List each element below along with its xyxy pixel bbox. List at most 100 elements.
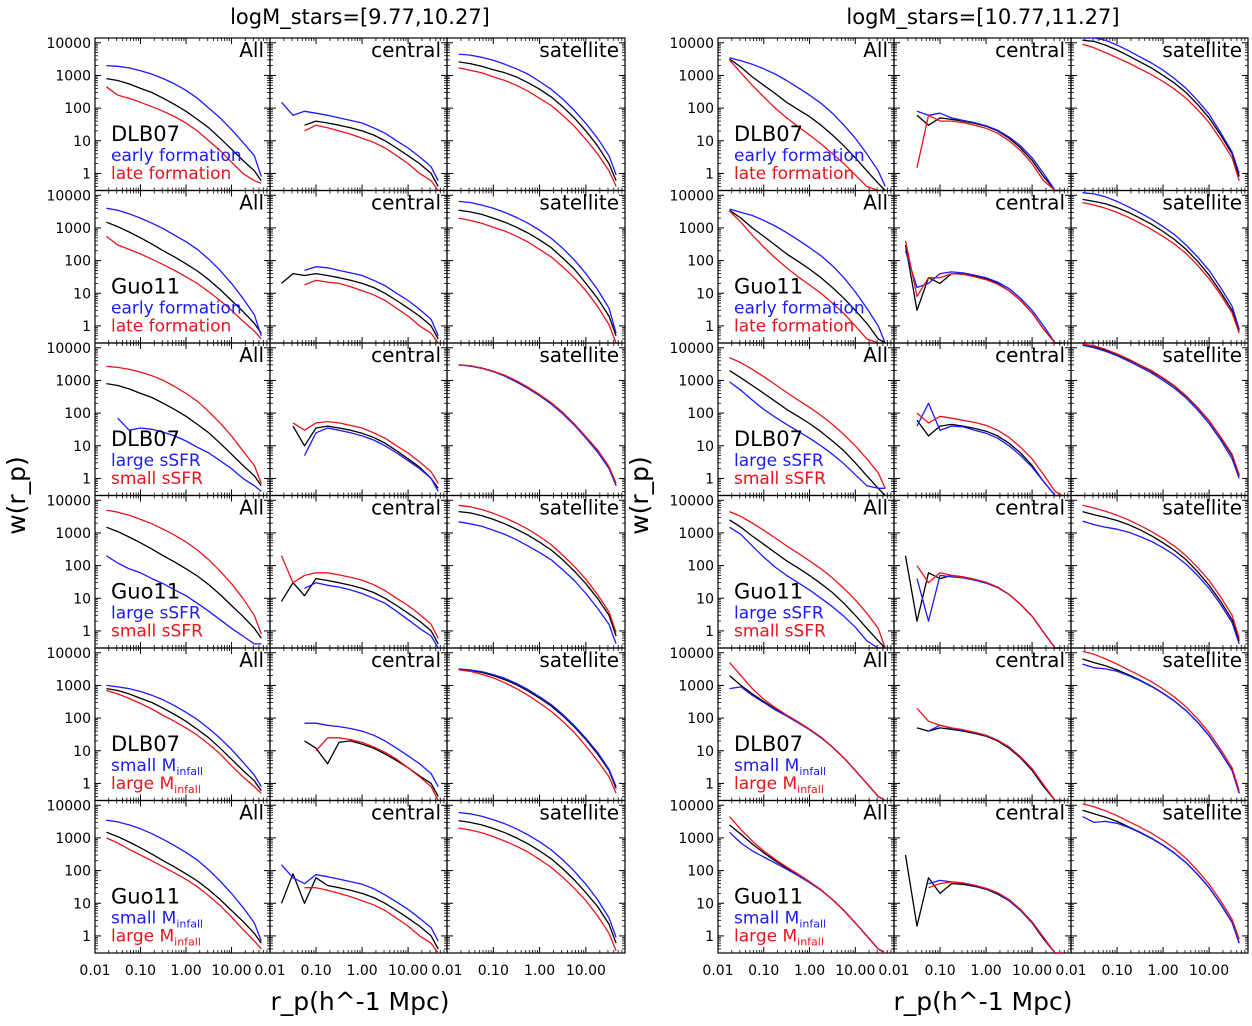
- x-tick-label: 0.01: [79, 963, 110, 979]
- series-line-blue: [458, 521, 617, 645]
- panel-label: satellite: [1162, 343, 1242, 367]
- panel-label: central: [371, 801, 441, 825]
- legend-model: DLB07: [111, 427, 180, 451]
- y-tick-label: 100: [687, 559, 714, 575]
- series-line-red: [458, 827, 617, 952]
- series-line-black: [106, 831, 262, 944]
- y-tick-label: 1: [82, 166, 91, 182]
- legend-model: Guo11: [734, 275, 803, 299]
- series-line-red: [106, 86, 262, 184]
- panel-label: satellite: [539, 38, 619, 62]
- series-line-black: [729, 519, 886, 649]
- series-line-black: [106, 687, 262, 792]
- panel-label: All: [239, 191, 264, 215]
- series-line-blue: [458, 53, 617, 176]
- series-line-blue: [303, 427, 439, 492]
- series-line-black: [458, 364, 617, 484]
- series-line-red: [304, 124, 439, 191]
- series-line-blue: [904, 250, 1063, 344]
- y-tick-label: 100: [687, 406, 714, 422]
- legend-blue: early formation: [734, 146, 865, 166]
- panel-satellite: satellite 0.01 0.10 1.00 10.00: [431, 799, 626, 979]
- series-line-red: [458, 669, 617, 794]
- y-tick-label: 1: [705, 624, 714, 640]
- legend-red: late formation: [734, 317, 854, 337]
- y-tick-label: 1: [82, 319, 91, 335]
- panel-satellite: satellite: [446, 189, 626, 344]
- panel-central: central 0.01 0.10 1.00 10.00: [254, 799, 448, 979]
- panel-satellite: satellite: [446, 494, 626, 649]
- panel-satellite: satellite: [446, 647, 626, 802]
- x-tick-label: 10.00: [566, 963, 606, 979]
- panel-satellite: satellite: [446, 37, 626, 192]
- series-line-red: [916, 412, 1063, 497]
- legend-red-sub: infall: [174, 783, 201, 796]
- series-line-blue: [458, 364, 617, 486]
- y-tick-label: 1: [705, 166, 714, 182]
- series-line-blue: [1082, 520, 1240, 645]
- panel-label: satellite: [539, 648, 619, 672]
- y-tick-label: 10000: [669, 36, 714, 52]
- legend-blue: early formation: [734, 299, 865, 319]
- y-tick-label: 100: [687, 254, 714, 270]
- series-line-black: [729, 58, 886, 191]
- y-tick-label: 10000: [46, 493, 91, 509]
- series-line-blue: [729, 57, 886, 187]
- x-axis-title: r_p(h^-1 Mpc): [270, 987, 449, 1016]
- series-line-blue: [1082, 192, 1240, 330]
- y-tick-label: 10: [73, 439, 91, 455]
- y-tick-label: 1: [82, 776, 91, 792]
- y-tick-label: 100: [64, 406, 91, 422]
- series-line-red: [729, 59, 886, 192]
- y-tick-label: 1000: [55, 831, 91, 847]
- y-tick-label: 10: [696, 591, 714, 607]
- series-line-red: [729, 511, 886, 649]
- legend-blue: large sSFR: [734, 451, 824, 471]
- y-tick-label: 1: [82, 624, 91, 640]
- series-line-black: [458, 209, 617, 337]
- series-line-blue: [304, 266, 439, 337]
- y-tick-label: 10000: [46, 798, 91, 814]
- y-tick-label: 1000: [55, 526, 91, 542]
- panel-label: central: [371, 648, 441, 672]
- x-tick-label: 0.01: [431, 963, 462, 979]
- series-line-blue: [1082, 37, 1240, 174]
- series-line-red: [106, 365, 262, 484]
- series-line-black: [292, 425, 439, 489]
- panel-label: satellite: [1162, 496, 1242, 520]
- series-line-blue: [916, 402, 1063, 497]
- series-line-blue: [729, 208, 886, 344]
- y-tick-label: 10000: [46, 36, 91, 52]
- legend-model: Guo11: [111, 580, 180, 604]
- panel-central: central: [893, 189, 1072, 344]
- legend-model: DLB07: [111, 122, 180, 146]
- series-line-red: [304, 887, 439, 954]
- y-tick-label: 1000: [55, 373, 91, 389]
- series-line-black: [280, 577, 439, 645]
- y-tick-label: 10000: [46, 646, 91, 662]
- series-line-black: [280, 873, 439, 950]
- y-tick-label: 10000: [46, 341, 91, 357]
- series-line-black: [916, 419, 1063, 497]
- panel-satellite: satellite: [446, 342, 626, 497]
- panel-label: satellite: [539, 191, 619, 215]
- panel-label: All: [239, 801, 264, 825]
- series-line-black: [1082, 510, 1240, 642]
- series-line-black: [1082, 39, 1240, 177]
- series-line-blue: [304, 722, 439, 787]
- panel-label: satellite: [539, 343, 619, 367]
- series-line-red: [904, 240, 1063, 344]
- y-tick-label: 10: [73, 286, 91, 302]
- panel-label: satellite: [1162, 191, 1242, 215]
- series-line-black: [304, 120, 439, 187]
- legend-blue-sub: infall: [176, 765, 203, 778]
- series-line-red: [458, 364, 617, 484]
- panel-central: central: [269, 37, 448, 192]
- x-tick-label: 10.00: [211, 963, 251, 979]
- series-line-blue: [281, 864, 439, 942]
